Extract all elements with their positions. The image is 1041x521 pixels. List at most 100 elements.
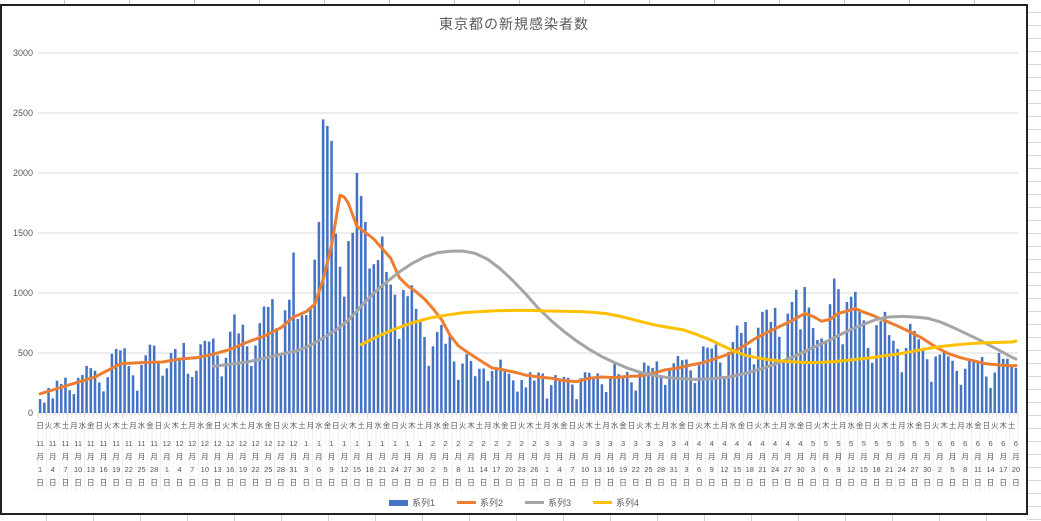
x-date-label: 月 <box>252 452 260 461</box>
bar-daily-cases <box>237 333 240 413</box>
x-date-label: 12 <box>277 439 285 448</box>
bar-daily-cases <box>626 371 629 413</box>
bar-daily-cases <box>250 365 253 413</box>
x-weekday-label: 月 <box>425 421 433 430</box>
x-weekday-label: 月 <box>602 421 610 430</box>
x-weekday-label: 水 <box>256 420 264 430</box>
legend-item-系列4[interactable]: 系列4 <box>593 496 639 509</box>
bar-daily-cases <box>617 374 621 413</box>
x-date-label: 6 <box>988 439 992 448</box>
x-weekday-label: 日 <box>569 421 577 430</box>
x-weekday-label: 土 <box>298 420 306 430</box>
x-weekday-label: 木 <box>704 420 712 430</box>
bar-daily-cases <box>182 342 185 413</box>
x-date-label: 5 <box>950 465 954 474</box>
x-date-label: 月 <box>670 452 678 461</box>
x-weekday-label: 金 <box>383 420 391 430</box>
bar-daily-cases <box>389 284 392 413</box>
x-weekday-label: 土 <box>62 420 70 430</box>
x-weekday-label: 日 <box>687 421 695 430</box>
bar-daily-cases <box>490 371 494 413</box>
x-weekday-label: 水 <box>79 420 87 430</box>
bar-daily-cases <box>841 344 844 413</box>
x-date-label: 3 <box>621 439 625 448</box>
bar-daily-cases <box>288 299 291 413</box>
x-date-label: 2 <box>494 439 498 448</box>
x-date-label: 月 <box>49 452 57 461</box>
bar-daily-cases <box>752 364 756 413</box>
bar-daily-cases <box>68 390 71 413</box>
x-date-label: 4 <box>748 439 752 448</box>
bar-daily-cases <box>723 376 726 413</box>
x-date-label: 4 <box>558 465 562 474</box>
bar-daily-cases <box>393 294 397 413</box>
chart-object[interactable]: 東京都の新規感染者数 0 500 1000 1500 2000 2500 3000 日火木土月… <box>0 4 1028 515</box>
x-date-label: 日 <box>822 478 830 487</box>
y-tick-label: 2500 <box>13 108 33 118</box>
bar-daily-cases <box>313 259 316 413</box>
x-date-label: 日 <box>112 478 120 487</box>
x-date-label: 月 <box>949 452 957 461</box>
x-weekday-label: 水 <box>847 420 855 430</box>
x-date-label: 30 <box>923 465 931 474</box>
x-date-label: 月 <box>809 452 817 461</box>
x-date-label: 日 <box>949 478 957 487</box>
x-date-label: 日 <box>226 478 234 487</box>
bar-daily-cases <box>904 347 908 413</box>
x-date-label: 月 <box>493 452 501 461</box>
x-date-label: 12 <box>163 439 171 448</box>
bar-daily-cases <box>685 359 688 413</box>
legend-label: 系列1 <box>411 498 435 508</box>
x-date-label: 月 <box>923 452 931 461</box>
bar-daily-cases <box>913 330 916 413</box>
chart-title: 東京都の新規感染者数 <box>439 16 589 32</box>
x-date-label: 日 <box>36 478 44 487</box>
x-date-label: 28 <box>150 465 158 474</box>
x-date-label: 日 <box>315 478 323 487</box>
bar-daily-cases <box>875 325 878 413</box>
x-date-label: 日 <box>138 478 146 487</box>
x-date-label: 12 <box>239 439 247 448</box>
bar-daily-cases <box>85 365 88 413</box>
bar-daily-cases <box>562 376 566 413</box>
bar-daily-cases <box>925 359 929 413</box>
x-weekday-label: 火 <box>104 421 112 430</box>
x-date-label: 日 <box>328 478 336 487</box>
x-date-label: 月 <box>36 452 44 461</box>
legend-item-系列3[interactable]: 系列3 <box>525 496 571 509</box>
bar-daily-cases <box>930 381 933 413</box>
x-weekday-label: 日 <box>155 421 163 430</box>
x-date-label: 月 <box>100 452 108 461</box>
x-date-label: 3 <box>545 439 549 448</box>
x-date-label: 日 <box>201 478 209 487</box>
x-date-label: 月 <box>87 452 95 461</box>
x-date-label: 日 <box>607 478 615 487</box>
x-weekday-label: 月 <box>366 421 374 430</box>
bar-daily-cases <box>600 384 604 413</box>
legend-item-系列2[interactable]: 系列2 <box>456 496 503 509</box>
legend-item-系列1[interactable]: 系列1 <box>388 496 435 509</box>
x-date-label: 日 <box>353 478 361 487</box>
bar-daily-cases <box>879 321 882 413</box>
bar-daily-cases <box>541 373 545 413</box>
x-weekday-label: 土 <box>476 420 484 430</box>
x-date-label: 日 <box>442 478 450 487</box>
bar-daily-cases <box>452 361 456 413</box>
x-weekday-label: 水 <box>493 420 501 430</box>
x-date-label: 日 <box>683 478 691 487</box>
x-date-label: 月 <box>974 452 982 461</box>
x-weekday-label: 火 <box>222 421 230 430</box>
bar-daily-cases <box>419 320 422 413</box>
bar-daily-cases <box>896 348 899 413</box>
x-date-label: 2 <box>431 439 435 448</box>
bar-daily-cases <box>207 341 211 413</box>
x-weekday-label: 月 <box>543 421 551 430</box>
x-date-label: 11 <box>112 439 120 448</box>
bar-daily-cases <box>710 348 714 413</box>
x-date-label: 日 <box>391 478 399 487</box>
x-date-label: 17 <box>999 465 1007 474</box>
bar-daily-cases <box>883 311 887 413</box>
bar-daily-cases <box>571 384 574 413</box>
bar-daily-cases <box>427 365 430 413</box>
